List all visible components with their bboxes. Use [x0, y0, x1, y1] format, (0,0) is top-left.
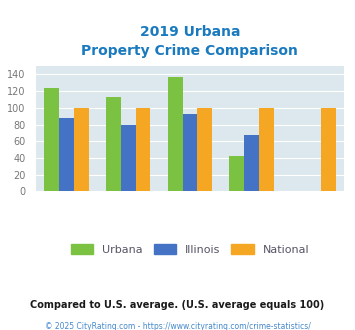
- Bar: [229, 156, 244, 191]
- Legend: Urbana, Illinois, National: Urbana, Illinois, National: [66, 240, 313, 259]
- Bar: [259, 108, 274, 191]
- Bar: [182, 115, 197, 191]
- Bar: [59, 118, 74, 191]
- Bar: [197, 108, 212, 191]
- Bar: [321, 108, 336, 191]
- Bar: [244, 135, 259, 191]
- Bar: [121, 124, 136, 191]
- Bar: [44, 88, 59, 191]
- Bar: [136, 108, 151, 191]
- Text: Compared to U.S. average. (U.S. average equals 100): Compared to U.S. average. (U.S. average …: [31, 300, 324, 310]
- Bar: [106, 97, 121, 191]
- Bar: [74, 108, 89, 191]
- Title: 2019 Urbana
Property Crime Comparison: 2019 Urbana Property Crime Comparison: [82, 25, 298, 58]
- Text: © 2025 CityRating.com - https://www.cityrating.com/crime-statistics/: © 2025 CityRating.com - https://www.city…: [45, 322, 310, 330]
- Bar: [168, 77, 182, 191]
